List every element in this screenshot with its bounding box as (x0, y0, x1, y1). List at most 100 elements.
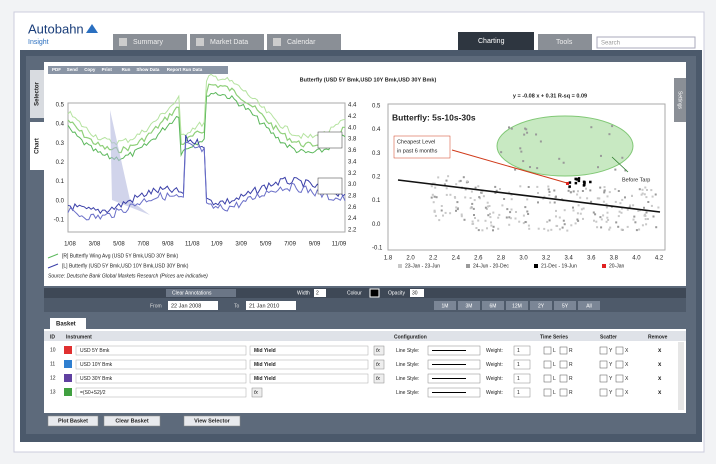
weight-value[interactable]: 1 (517, 376, 520, 382)
tab-label[interactable]: Charting (478, 38, 505, 45)
button-label[interactable]: View Selector (194, 418, 231, 424)
checkbox[interactable] (615, 346, 624, 355)
range-button[interactable] (434, 301, 456, 310)
checkbox[interactable] (599, 388, 608, 397)
fx-label[interactable]: fx (254, 390, 258, 396)
tab-label[interactable]: Basket (56, 322, 76, 328)
range-label[interactable]: 1M (442, 303, 449, 309)
date-input[interactable] (168, 301, 218, 310)
date-input[interactable] (246, 301, 296, 310)
weight-input[interactable] (513, 373, 531, 384)
tab-label[interactable]: Summary (133, 39, 163, 46)
tab[interactable] (538, 34, 592, 50)
settings-label[interactable]: Settings (677, 91, 683, 110)
toolbar-button[interactable]: Print (102, 67, 113, 72)
checkbox[interactable] (543, 388, 552, 397)
colour-swatch[interactable] (369, 288, 380, 298)
field-select[interactable] (249, 345, 369, 356)
instrument[interactable]: USD 5Y Bmk (80, 348, 110, 354)
range-button[interactable] (458, 301, 480, 310)
checkbox[interactable] (559, 374, 568, 383)
tab[interactable] (190, 34, 264, 50)
button[interactable] (103, 415, 161, 427)
input[interactable] (314, 289, 326, 297)
button-label[interactable]: Clear Annotations (172, 290, 212, 296)
checkbox[interactable] (615, 388, 624, 397)
range-label[interactable]: 5Y (562, 303, 569, 309)
checkbox[interactable] (599, 360, 608, 369)
range-label[interactable]: All (586, 303, 592, 309)
tab[interactable] (267, 34, 341, 50)
side-tab-label[interactable]: Selector (35, 82, 41, 106)
search-placeholder[interactable]: Search (601, 41, 620, 47)
instrument-input[interactable] (75, 387, 247, 398)
toolbar-button[interactable]: Copy (84, 67, 96, 72)
weight-input[interactable] (513, 387, 531, 398)
field[interactable]: Mid Yield (254, 376, 276, 382)
instrument-input[interactable] (75, 373, 247, 384)
fx-button[interactable] (373, 373, 385, 384)
toolbar-button[interactable]: Send (67, 67, 78, 72)
button[interactable] (47, 415, 99, 427)
toolbar-button[interactable]: Run (122, 67, 131, 72)
checkbox[interactable] (543, 374, 552, 383)
input-value[interactable]: 2 (316, 290, 319, 296)
instrument-input[interactable] (75, 359, 247, 370)
button[interactable] (183, 415, 241, 427)
checkbox[interactable] (559, 360, 568, 369)
checkbox[interactable] (599, 346, 608, 355)
checkbox[interactable] (559, 388, 568, 397)
toolbar-button[interactable]: PDF (52, 67, 61, 72)
weight-input[interactable] (513, 345, 531, 356)
range-label[interactable]: 6M (490, 303, 497, 309)
tab-label[interactable]: Market Data (210, 39, 248, 46)
remove-button[interactable]: x (658, 362, 662, 368)
row-colour[interactable] (64, 374, 72, 382)
weight-value[interactable]: 1 (517, 362, 520, 368)
tab-label[interactable]: Calendar (287, 39, 316, 46)
tab[interactable] (113, 34, 187, 50)
row-colour[interactable] (64, 346, 72, 354)
fx-label[interactable]: fx (376, 376, 380, 382)
instrument[interactable]: USD 10Y Bmk (80, 362, 113, 368)
weight-value[interactable]: 1 (517, 390, 520, 396)
fx-label[interactable]: fx (376, 362, 380, 368)
remove-button[interactable]: x (658, 376, 662, 382)
range-button[interactable] (506, 301, 528, 310)
weight-input[interactable] (513, 359, 531, 370)
toolbar-button[interactable]: Show Data (136, 67, 160, 72)
checkbox[interactable] (599, 374, 608, 383)
side-tab[interactable] (30, 70, 44, 118)
range-label[interactable]: 3M (466, 303, 473, 309)
instrument[interactable]: =(S0+S2)/2 (80, 390, 106, 396)
field-select[interactable] (249, 373, 369, 384)
row-colour[interactable] (64, 360, 72, 368)
range-button[interactable] (578, 301, 600, 310)
field-select[interactable] (249, 359, 369, 370)
range-button[interactable] (530, 301, 552, 310)
checkbox[interactable] (543, 346, 552, 355)
toolbar-button[interactable]: Report Run Data (167, 67, 203, 72)
fx-button[interactable] (251, 387, 263, 398)
button[interactable] (166, 289, 236, 297)
settings-tab[interactable] (674, 78, 686, 122)
date-value[interactable]: 21 Jan 2010 (249, 303, 279, 309)
input-value[interactable]: 30 (412, 290, 418, 296)
side-tab-label[interactable]: Chart (35, 138, 41, 154)
remove-button[interactable]: x (658, 390, 662, 396)
range-label[interactable]: 12M (512, 303, 522, 309)
button-label[interactable]: Clear Basket (115, 418, 148, 424)
basket-tab[interactable] (50, 318, 86, 329)
field[interactable]: Mid Yield (254, 362, 276, 368)
row-colour[interactable] (64, 388, 72, 396)
checkbox[interactable] (543, 360, 552, 369)
field[interactable]: Mid Yield (254, 348, 276, 354)
fx-label[interactable]: fx (376, 348, 380, 354)
instrument[interactable]: USD 30Y Bmk (80, 376, 113, 382)
instrument-input[interactable] (75, 345, 247, 356)
date-value[interactable]: 22 Jan 2008 (171, 303, 201, 309)
checkbox[interactable] (615, 360, 624, 369)
fx-button[interactable] (373, 359, 385, 370)
checkbox[interactable] (615, 374, 624, 383)
button-label[interactable]: Plot Basket (58, 418, 88, 424)
